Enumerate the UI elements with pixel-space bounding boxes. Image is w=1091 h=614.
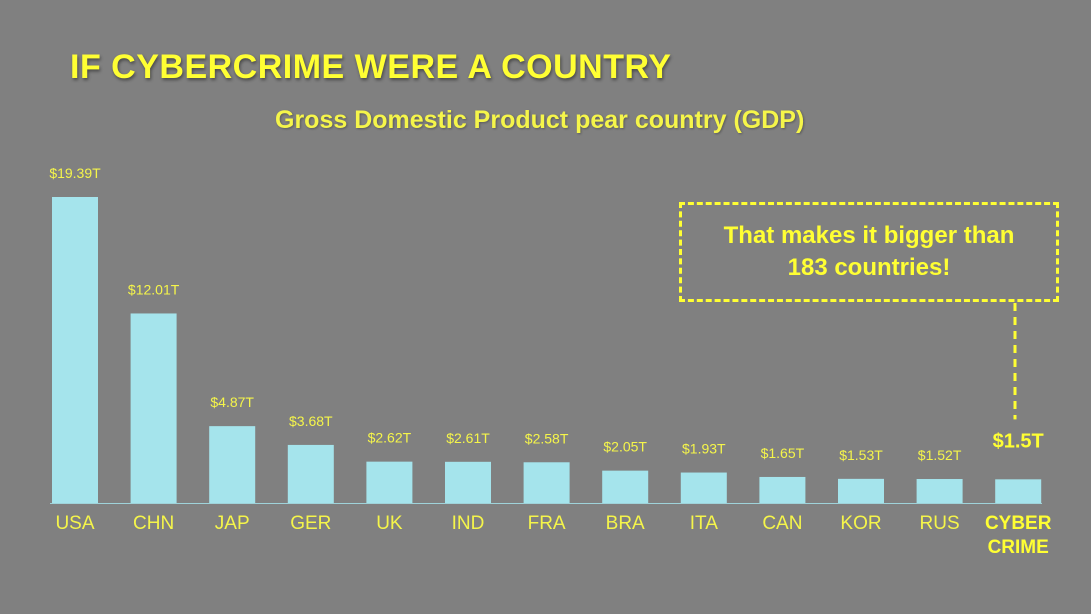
- annotation-text: That makes it bigger than 183 countries!: [723, 222, 1015, 281]
- chart-title: IF CYBERCRIME WERE A COUNTRY: [70, 48, 672, 86]
- bar-jap: [209, 426, 256, 503]
- category-label-ita: ITA: [690, 513, 718, 534]
- value-label-jap: $4.87T: [210, 394, 254, 410]
- category-label-fra: FRA: [528, 513, 566, 534]
- value-label-bra: $2.05T: [603, 439, 647, 455]
- value-label-ger: $3.68T: [289, 413, 333, 429]
- category-label-uk: UK: [376, 513, 403, 534]
- category-label-jap: JAP: [215, 513, 250, 534]
- bar-fra: [523, 462, 570, 503]
- value-label-can: $1.65T: [761, 445, 805, 461]
- bar-ger: [287, 444, 334, 503]
- value-label-fra: $2.58T: [525, 430, 569, 446]
- bar-cyber-crime: [995, 479, 1042, 503]
- category-label-ger: GER: [290, 513, 331, 534]
- category-label-usa: USA: [55, 513, 94, 534]
- value-label-uk: $2.62T: [368, 430, 412, 446]
- category-label-kor: KOR: [840, 513, 881, 534]
- value-label-kor: $1.53T: [839, 447, 883, 463]
- bar-ind: [445, 461, 491, 503]
- category-label-ind: IND: [452, 513, 485, 534]
- value-label-usa: $19.39T: [49, 165, 101, 181]
- category-label-cyber-crime: CYBER CRIME: [985, 513, 1052, 558]
- value-label-cyber-crime: $1.5T: [993, 430, 1044, 452]
- bar-chn: [130, 313, 177, 503]
- bar-rus: [916, 479, 963, 503]
- annotation-callout-box: That makes it bigger than 183 countries!: [679, 202, 1059, 302]
- value-label-chn: $12.01T: [128, 281, 180, 297]
- bar-bra: [602, 470, 649, 503]
- category-label-bra: BRA: [606, 513, 645, 534]
- bar-can: [759, 476, 806, 503]
- bar-ita: [680, 472, 727, 503]
- bar-uk: [366, 461, 413, 503]
- category-label-chn: CHN: [133, 513, 174, 534]
- category-label-can: CAN: [762, 513, 802, 534]
- category-label-rus: RUS: [920, 513, 960, 534]
- chart-subtitle: Gross Domestic Product pear country (GDP…: [275, 106, 805, 134]
- value-label-ita: $1.93T: [682, 441, 726, 457]
- value-label-rus: $1.52T: [918, 447, 962, 463]
- bar-usa: [52, 197, 98, 503]
- bar-kor: [838, 478, 884, 503]
- value-label-ind: $2.61T: [446, 430, 490, 446]
